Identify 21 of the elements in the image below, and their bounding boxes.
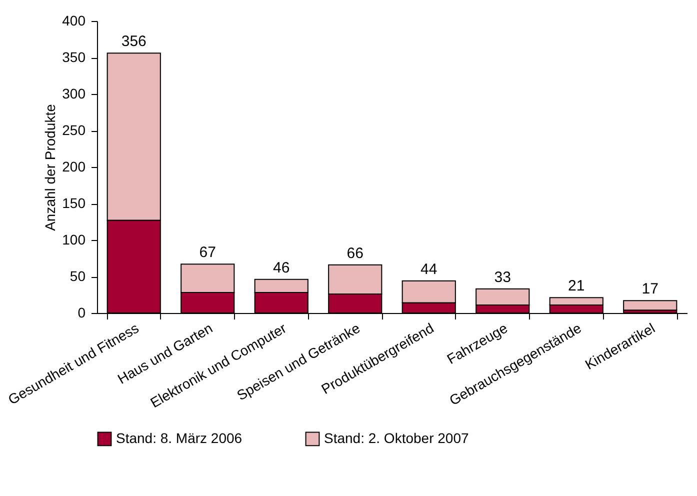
y-tick-label: 50 [70,268,86,284]
legend-label: Stand: 8. März 2006 [116,430,242,446]
y-tick-label: 250 [62,122,86,138]
y-tick-label: 100 [62,232,86,248]
y-tick-label: 200 [62,158,86,174]
y-tick-label: 350 [62,49,86,65]
total-label: 66 [346,244,364,262]
y-tick-label: 0 [78,304,86,320]
total-label: 46 [273,259,290,276]
legend-label: Stand: 2. Oktober 2007 [324,430,469,446]
total-label: 17 [642,280,658,298]
y-tick-label: 150 [62,195,86,211]
y-tick-label: 300 [62,86,86,102]
bar [623,300,678,311]
total-label: 33 [494,268,511,286]
y-axis-title: Anzahl der Produkte [42,104,58,231]
total-label: 21 [568,278,585,295]
total-label: 356 [121,33,146,50]
total-label: 44 [420,260,438,278]
y-tick-label: 400 [62,12,86,28]
total-label: 67 [199,244,216,262]
